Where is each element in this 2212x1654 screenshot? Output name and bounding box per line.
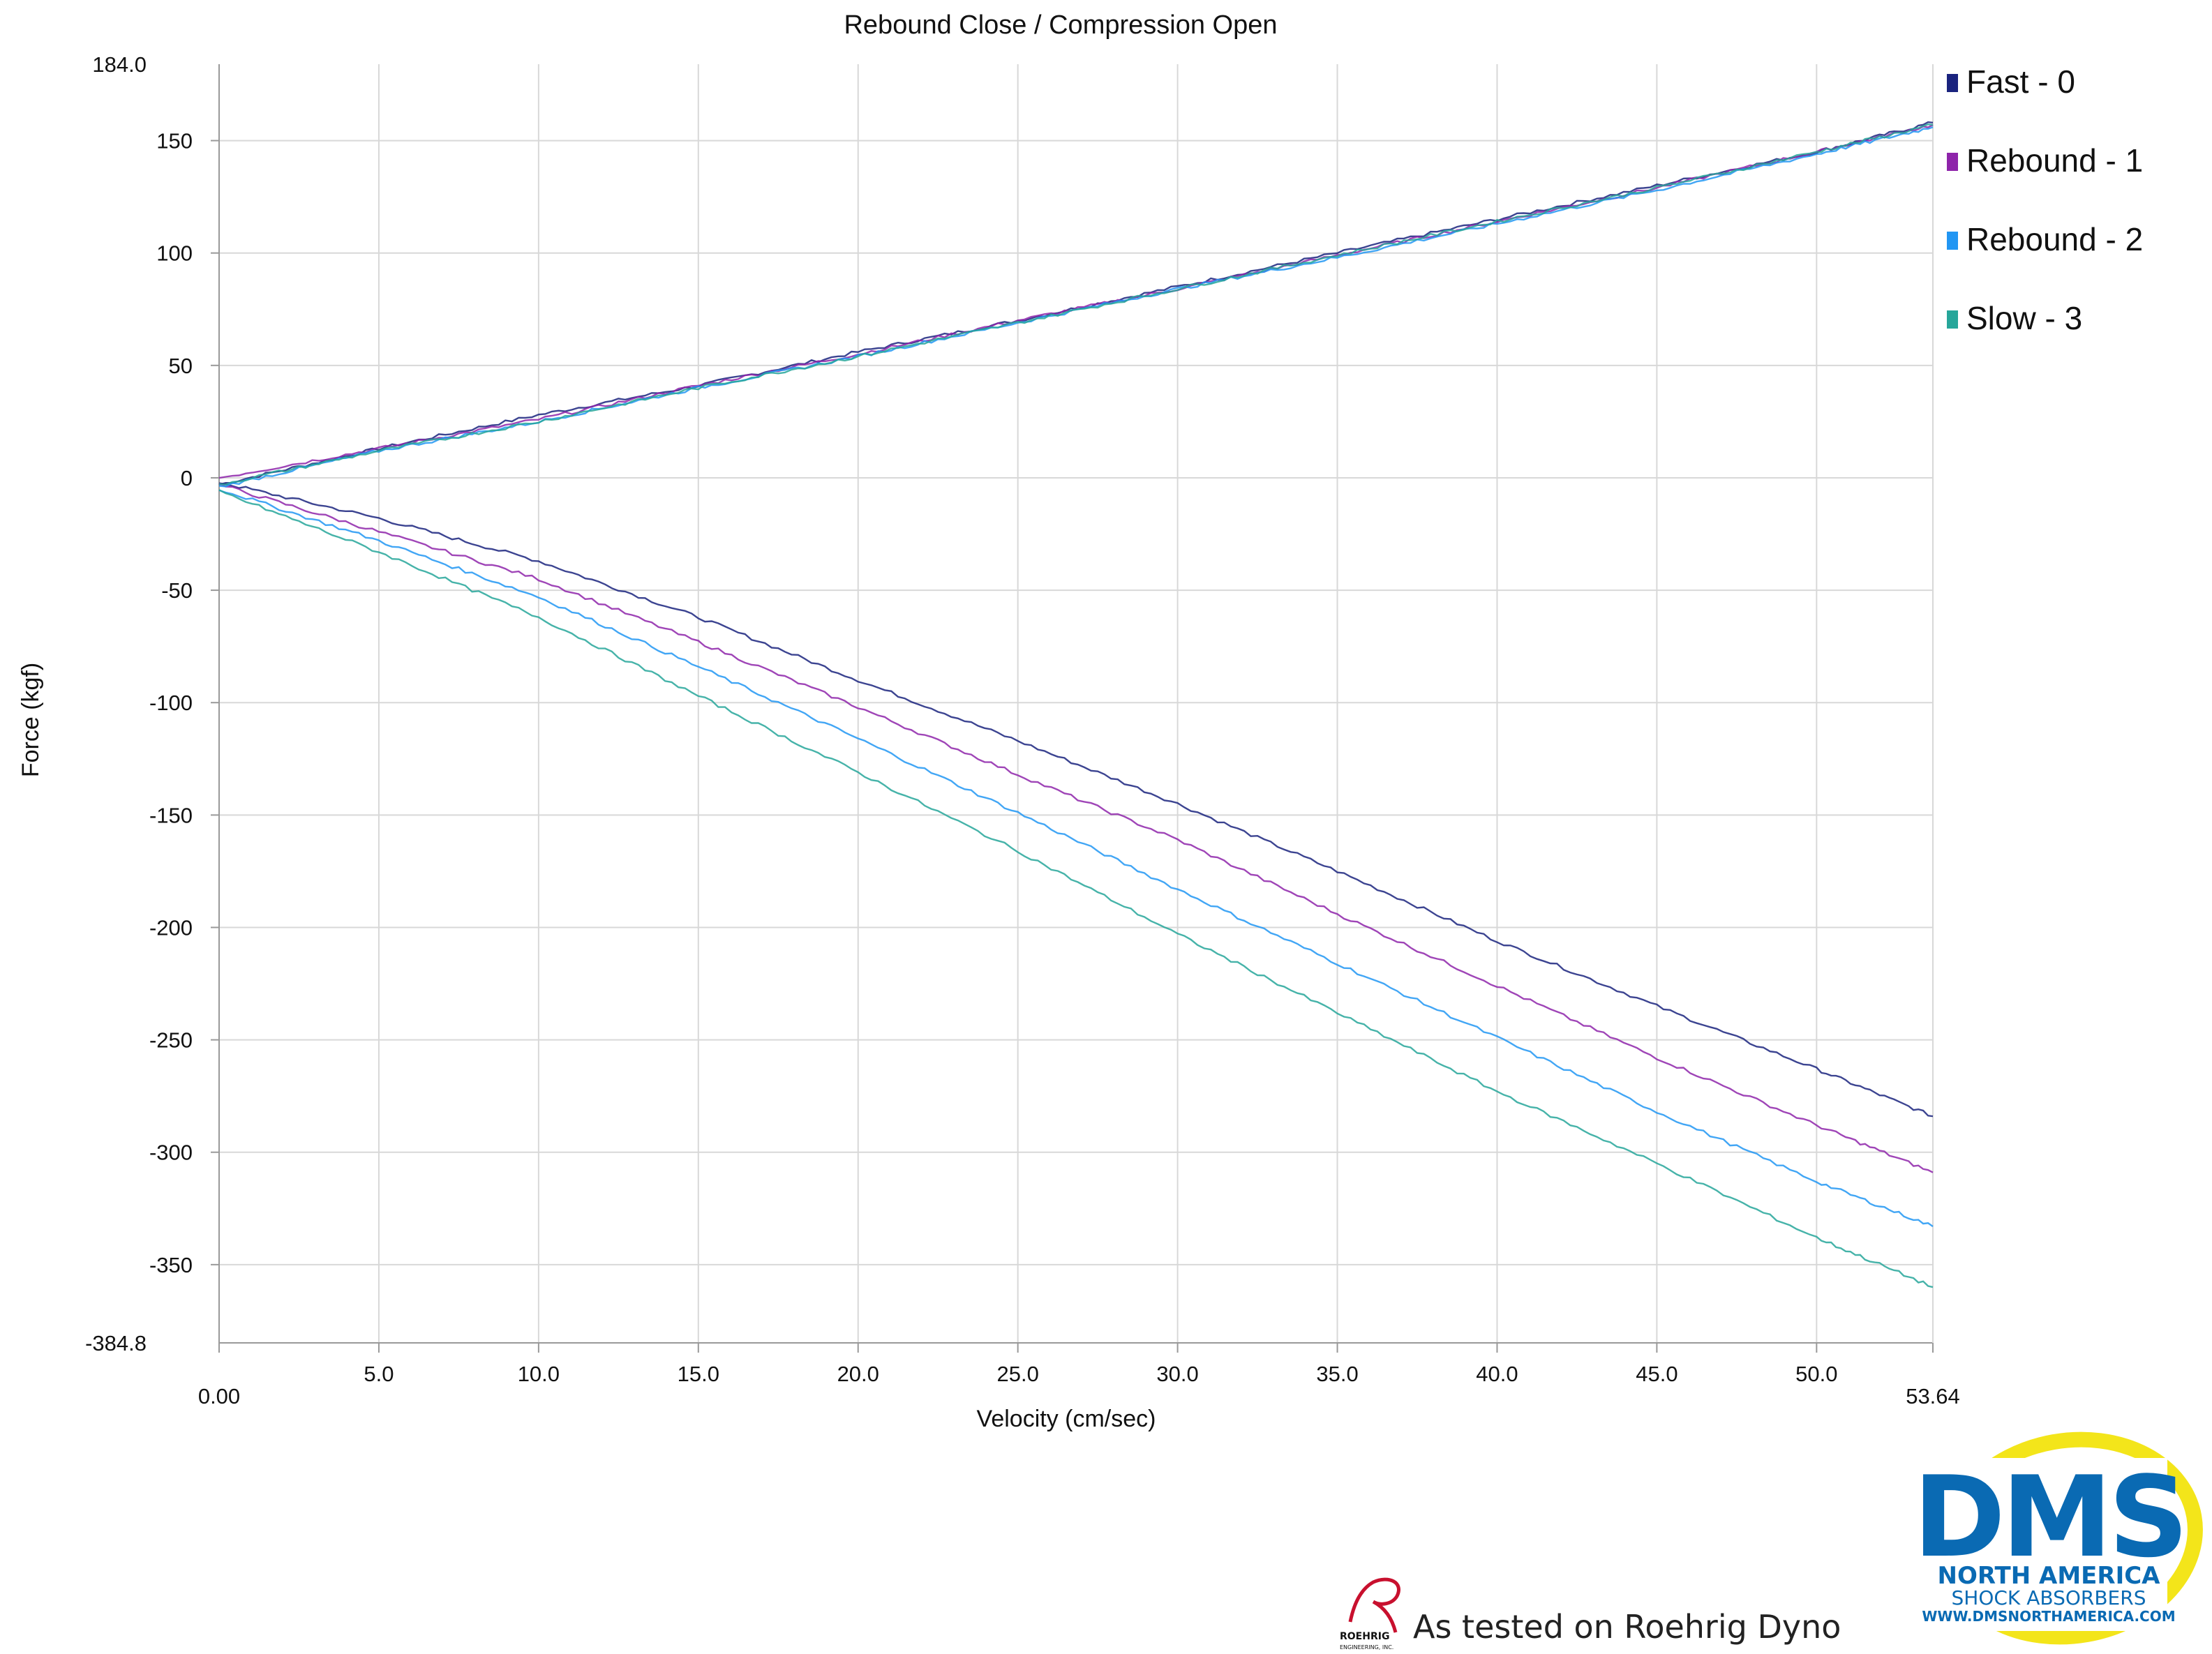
x-tick-label: 53.64 xyxy=(1906,1384,1960,1408)
y-tick-label: -250 xyxy=(149,1028,193,1053)
tested-on-text: As tested on Roehrig Dyno xyxy=(1413,1608,1841,1646)
y-tick-label: 0 xyxy=(181,466,193,490)
logo-line2: SHOCK ABSORBERS xyxy=(1952,1586,2146,1609)
x-axis-label: Velocity (cm/sec) xyxy=(977,1406,1156,1432)
legend-label: Rebound - 1 xyxy=(1966,142,2143,179)
x-tick-label: 0.00 xyxy=(198,1384,240,1408)
series-line-rebound-1-rebound xyxy=(218,483,1934,1173)
roehrig-r-icon xyxy=(1348,1577,1400,1633)
y-axis-label: Force (kgf) xyxy=(17,663,44,777)
chart-title: Rebound Close / Compression Open xyxy=(844,10,1277,40)
y-tick-label: -150 xyxy=(149,803,193,827)
series-line-fast-0-rebound xyxy=(218,482,1934,1118)
x-tick-label: 15.0 xyxy=(678,1362,719,1386)
logo-url: WWW.DMSNORTHAMERICA.COM xyxy=(1922,1608,2175,1625)
y-tick-label: 184.0 xyxy=(92,52,147,77)
logo-line1: NORTH AMERICA xyxy=(1938,1562,2161,1590)
x-tick-label: 35.0 xyxy=(1316,1362,1358,1386)
x-tick-label: 25.0 xyxy=(996,1362,1038,1386)
axes: 0.00 5.0 10.0 15.0 20.0 25.0 30.0 35.0 40.0 45.0 5… xyxy=(85,52,1960,1408)
logo-panel xyxy=(1930,1458,2167,1631)
legend: Fast - 0 Rebound - 1 Rebound - 2 Slow - 3 xyxy=(1947,63,2143,336)
x-tick-label: 30.0 xyxy=(1156,1362,1198,1386)
y-tick-label: 150 xyxy=(156,129,193,153)
dms-logo: DMS NORTH AMERICA SHOCK ABSORBERS WWW.DM… xyxy=(1913,1431,2203,1645)
legend-swatch xyxy=(1947,232,1958,250)
logo-name: DMS xyxy=(1913,1452,2184,1582)
y-tick-label: -384.8 xyxy=(85,1331,147,1355)
x-tick-label: 50.0 xyxy=(1795,1362,1837,1386)
x-tick-label: 40.0 xyxy=(1476,1362,1518,1386)
x-tick-label: 45.0 xyxy=(1636,1362,1677,1386)
series-line-fast-0-compression xyxy=(218,121,1934,486)
series-line-rebound-2-rebound xyxy=(218,489,1934,1228)
grid xyxy=(219,64,1934,1343)
x-tick-label: 20.0 xyxy=(837,1362,879,1386)
y-tick-label: -350 xyxy=(149,1253,193,1277)
legend-label: Rebound - 2 xyxy=(1966,221,2143,257)
roehrig-logo: ROEHRIG ENGINEERING, INC. xyxy=(1340,1577,1400,1651)
series-lines xyxy=(218,121,1934,1288)
series-line-slow-3-rebound xyxy=(218,489,1934,1288)
series-line-rebound-2-compression xyxy=(218,126,1934,488)
y-tick-label: -300 xyxy=(149,1141,193,1165)
x-tick-label: 5.0 xyxy=(364,1362,394,1386)
roehrig-sub: ENGINEERING, INC. xyxy=(1340,1644,1393,1651)
legend-swatch xyxy=(1947,310,1958,329)
legend-label: Slow - 3 xyxy=(1966,300,2082,336)
series-line-rebound-1-compression xyxy=(218,123,1934,479)
y-tick-label: -200 xyxy=(149,915,193,940)
y-tick-label: -50 xyxy=(161,578,193,603)
legend-swatch xyxy=(1947,74,1958,92)
series-line-slow-3-compression xyxy=(218,123,1934,486)
y-tick-label: 100 xyxy=(156,241,193,266)
x-tick-label: 10.0 xyxy=(518,1362,560,1386)
y-tick-label: -100 xyxy=(149,691,193,715)
legend-swatch xyxy=(1947,153,1958,171)
roehrig-name: ROEHRIG xyxy=(1340,1631,1389,1642)
y-tick-label: 50 xyxy=(169,354,193,378)
legend-label: Fast - 0 xyxy=(1966,63,2075,100)
